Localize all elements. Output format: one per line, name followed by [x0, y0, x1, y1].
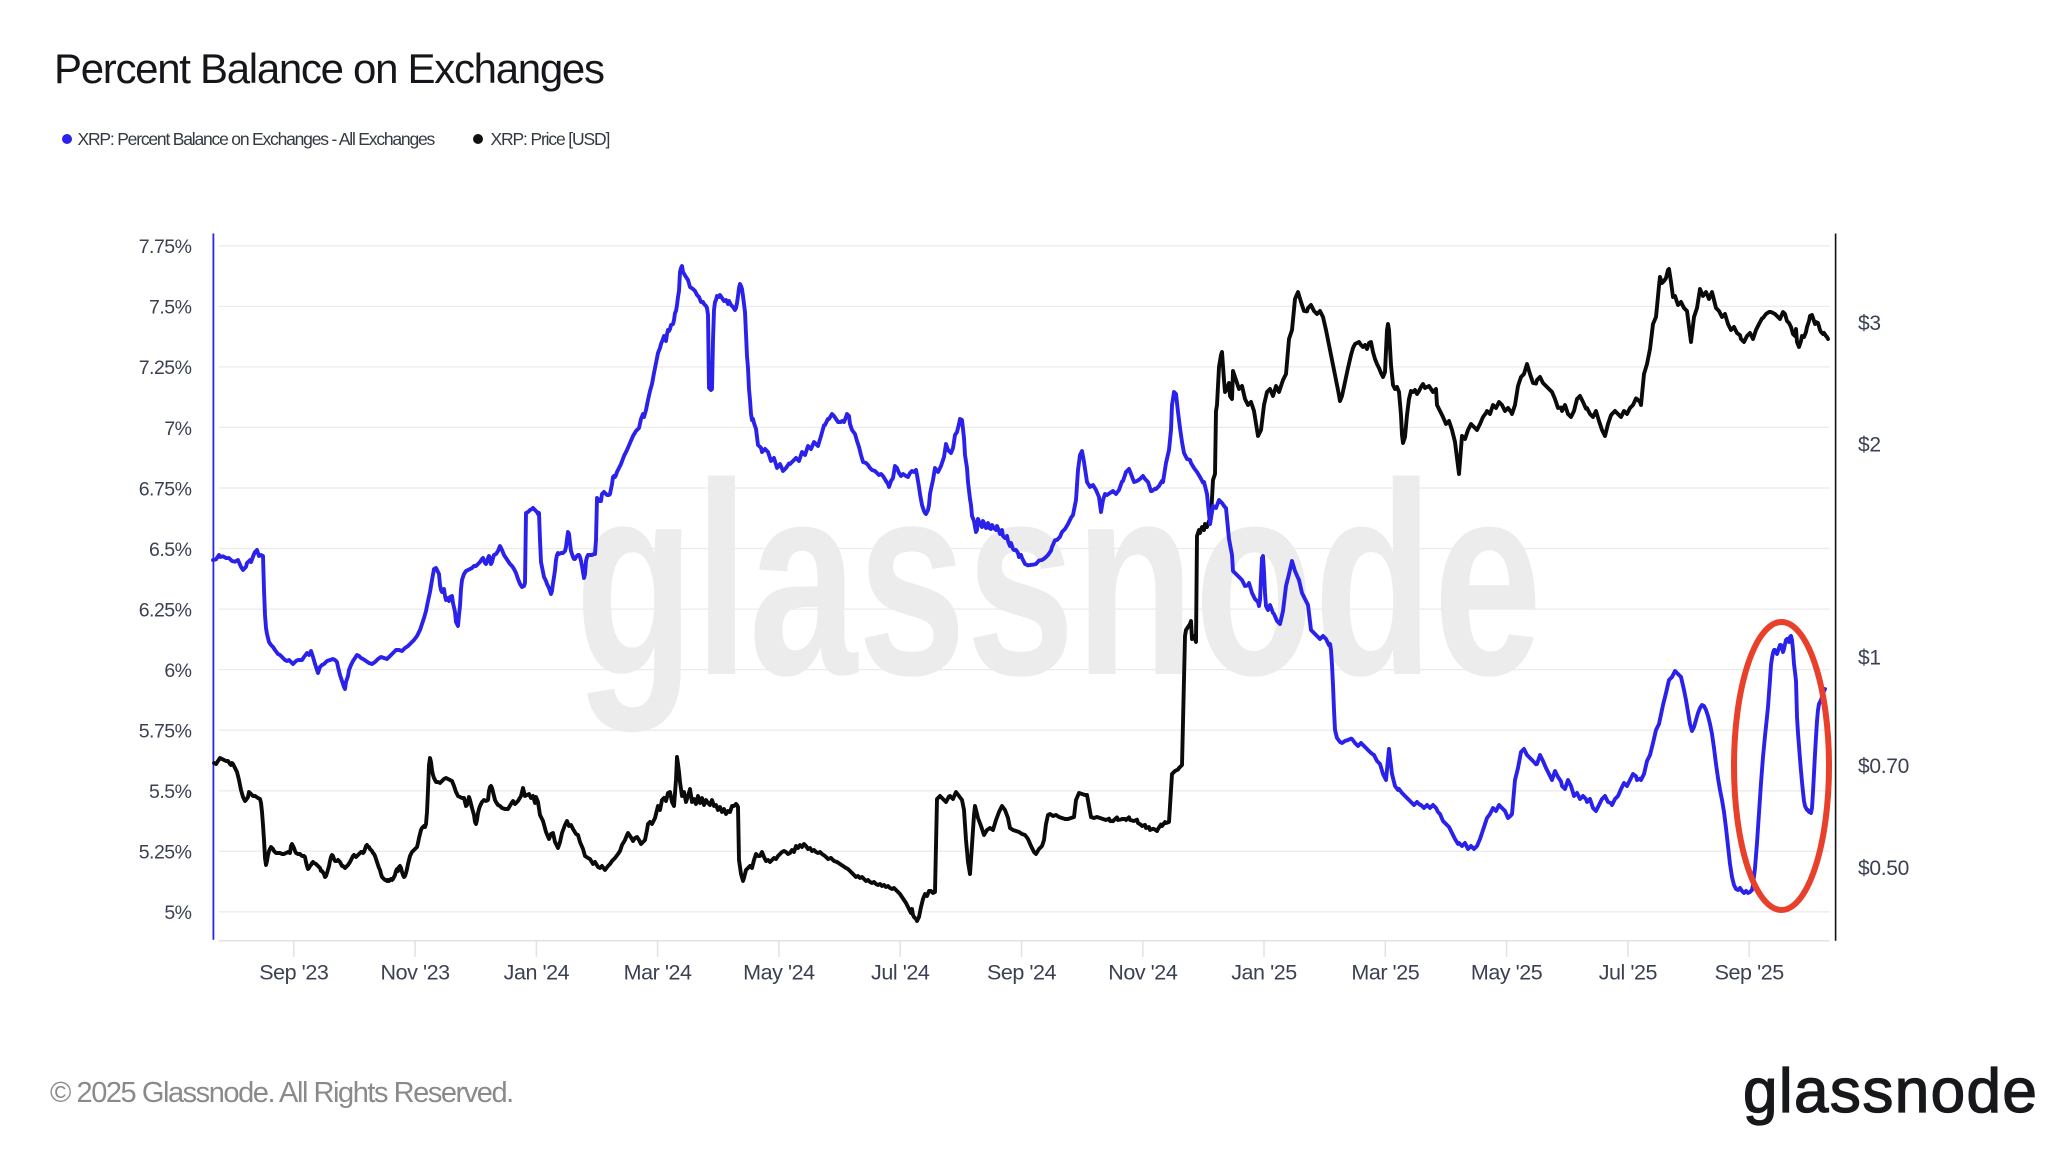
svg-text:7.5%: 7.5%: [149, 297, 192, 319]
svg-text:Jul '25: Jul '25: [1599, 961, 1658, 985]
svg-text:7.25%: 7.25%: [139, 357, 192, 379]
svg-text:6.5%: 6.5%: [149, 539, 192, 561]
svg-text:5.5%: 5.5%: [149, 781, 192, 803]
svg-text:$3: $3: [1858, 312, 1881, 335]
svg-text:$0.70: $0.70: [1858, 755, 1909, 778]
svg-text:Sep '23: Sep '23: [259, 961, 329, 985]
svg-text:5%: 5%: [164, 902, 191, 924]
svg-text:Nov '23: Nov '23: [381, 961, 451, 985]
svg-text:7.75%: 7.75%: [139, 236, 192, 258]
svg-text:$2: $2: [1858, 434, 1881, 457]
svg-text:Jul '24: Jul '24: [871, 961, 930, 985]
svg-text:5.75%: 5.75%: [139, 721, 192, 743]
svg-text:5.25%: 5.25%: [139, 842, 192, 864]
svg-text:Sep '25: Sep '25: [1715, 961, 1785, 985]
svg-text:May '24: May '24: [743, 961, 815, 985]
svg-text:Jan '24: Jan '24: [504, 961, 570, 985]
svg-text:$1: $1: [1858, 646, 1881, 669]
svg-text:6%: 6%: [164, 660, 191, 682]
svg-text:May '25: May '25: [1471, 961, 1543, 985]
svg-text:Sep '24: Sep '24: [987, 961, 1057, 985]
svg-text:glassnode: glassnode: [575, 427, 1542, 734]
svg-text:Nov '24: Nov '24: [1108, 961, 1178, 985]
svg-text:6.75%: 6.75%: [139, 478, 192, 500]
svg-text:$0.50: $0.50: [1858, 857, 1909, 880]
svg-text:6.25%: 6.25%: [139, 599, 192, 621]
svg-text:7%: 7%: [164, 418, 191, 440]
svg-text:Mar '25: Mar '25: [1351, 961, 1419, 985]
svg-text:Jan '25: Jan '25: [1231, 961, 1297, 985]
svg-text:Mar '24: Mar '24: [624, 961, 692, 985]
